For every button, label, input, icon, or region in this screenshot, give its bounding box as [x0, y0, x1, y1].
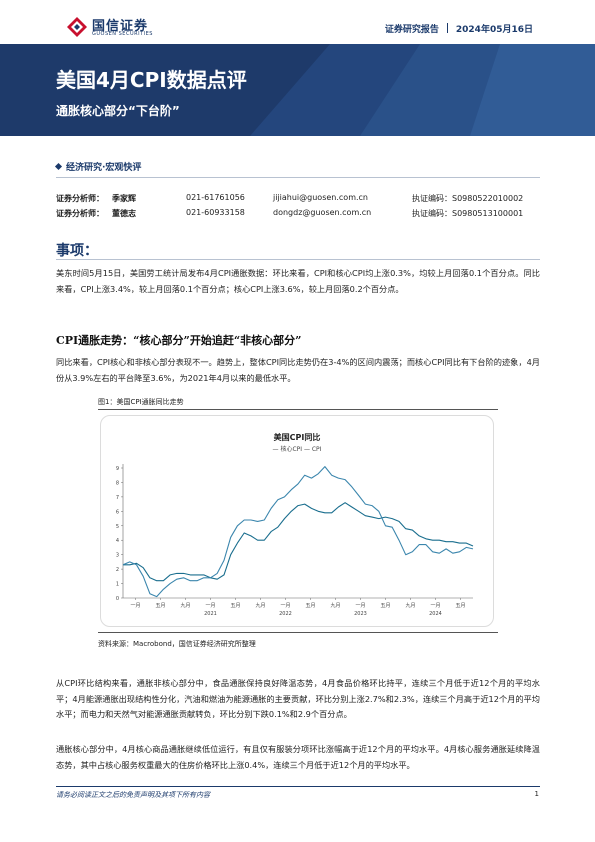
analyst-phone: 021-60933158 [186, 208, 245, 217]
figure-rule-top [98, 409, 498, 410]
cpi-chart: 美国CPI同比 — 核心CPI — CPI 9 8 7 6 5 4 3 2 1 0 一月 五月 九月 一月 五月… [116, 432, 474, 617]
report-date: 2024年05月16日 [455, 25, 533, 35]
y-tick-label: 7 [116, 495, 119, 501]
figure-rule-bottom [98, 632, 498, 633]
events-heading: 事项： [56, 243, 98, 259]
x-year-label: 2021 [204, 611, 217, 617]
analyst-cert: 执证编码：S0980513100001 [412, 209, 524, 218]
y-tick-label: 3 [116, 553, 119, 559]
x-tick-label: 一月 [205, 603, 215, 609]
y-tick-label: 9 [116, 466, 119, 472]
report-type: 证券研究报告 [384, 25, 439, 35]
series-line-core [123, 502, 474, 582]
analyst-name: 季家辉 [112, 194, 136, 203]
x-tick-label: 五月 [455, 603, 465, 609]
header-separator [446, 23, 448, 33]
y-tick-label: 6 [116, 509, 119, 515]
analysis-paragraph-2: 通胀核心部分中，4月核心商品通胀继续低位运行，有且仅有服装分项环比涨幅高于近12… [56, 744, 540, 770]
y-tick-label: 4 [116, 538, 119, 544]
logo-text-en: GUOSEN SECURITIES [92, 31, 153, 37]
report-title: 美国4月CPI数据点评 [56, 68, 247, 92]
analysis-paragraph-1: 从CPI环比结构来看，通胀非核心部分中，食品通胀保持良好降温态势，4月食品价格环… [56, 678, 540, 719]
analyst-cert: 执证编码：S0980522010002 [412, 194, 524, 203]
analyst-label: 证券分析师： [56, 209, 104, 218]
analyst-label: 证券分析师： [56, 194, 104, 203]
y-tick-label: 8 [116, 480, 119, 486]
series-line-cpi [122, 466, 474, 598]
x-tick-label: 一月 [280, 603, 290, 609]
analyst-email[interactable]: dongdz@guosen.com.cn [273, 208, 372, 217]
banner-decoration [250, 44, 595, 136]
diamond-icon [54, 162, 63, 171]
x-tick-label: 五月 [230, 603, 240, 609]
title-banner: 美国4月CPI数据点评 通胀核心部分“下台阶” [0, 44, 595, 136]
events-paragraph: 美东时间5月15日，美国劳工统计局发布4月CPI通胀数据：环比来看，CPI和核心… [56, 268, 540, 294]
logo-icon [67, 17, 87, 37]
x-tick-label: 五月 [380, 603, 390, 609]
divider [56, 177, 540, 178]
chart-frame: 美国CPI同比 — 核心CPI — CPI 9 8 7 6 5 4 3 2 1 0 一月 五月 九月 一月 五月… [100, 415, 494, 627]
x-tick-label: 九月 [255, 602, 265, 609]
x-year-label: 2022 [279, 611, 292, 617]
page-number: 1 [534, 790, 539, 798]
x-tick-label: 一月 [430, 603, 440, 609]
y-tick-label: 1 [116, 582, 119, 588]
chart-title: 美国CPI同比 [274, 432, 321, 442]
company-logo: 国信证券 GUOSEN SECURITIES [66, 14, 176, 40]
figure-source: 资料来源：Macrobond，国信证券经济研究所整理 [98, 640, 256, 648]
x-year-label: 2024 [429, 611, 442, 617]
chart-legend: — 核心CPI — CPI [273, 445, 322, 453]
trend-heading: CPI通胀走势：“核心部分”开始追赶“非核心部分” [56, 334, 302, 347]
analyst-name: 董德志 [112, 209, 136, 218]
footer-rule [56, 786, 540, 787]
trend-paragraph: 同比来看，CPI核心和非核心部分表现不一。趋势上，整体CPI同比走势仍在3-4%… [56, 357, 540, 383]
x-tick-label: 九月 [330, 602, 340, 609]
section-tag: 经济研究·宏观快评 [54, 160, 142, 173]
x-year-label: 2023 [354, 611, 367, 617]
x-tick-label: 五月 [305, 603, 315, 609]
report-meta: 证券研究报告 2024年05月16日 [385, 22, 533, 35]
analyst-row: 证券分析师： 董德志 021-60933158 dongdz@guosen.co… [56, 208, 540, 222]
footer-disclaimer: 请务必阅读正文之后的免责声明及其项下所有内容 [56, 791, 210, 799]
analyst-phone: 021-61761056 [186, 193, 245, 202]
y-tick-label: 0 [116, 596, 119, 602]
logo-text-cn: 国信证券 [92, 19, 149, 34]
figure-caption: 图1：美国CPI通胀同比走势 [98, 398, 184, 406]
x-tick-label: 一月 [355, 603, 365, 609]
analyst-email[interactable]: jijiahui@guosen.com.cn [273, 193, 368, 202]
divider [56, 259, 540, 260]
y-tick-label: 5 [116, 524, 119, 530]
x-tick-label: 五月 [155, 603, 165, 609]
x-tick-label: 九月 [180, 602, 190, 609]
x-tick-label: 九月 [405, 602, 415, 609]
report-subtitle: 通胀核心部分“下台阶” [56, 104, 180, 118]
y-tick-label: 2 [116, 567, 119, 573]
analyst-row: 证券分析师： 季家辉 021-61761056 jijiahui@guosen.… [56, 193, 540, 207]
section-tag-label: 经济研究·宏观快评 [66, 163, 142, 173]
x-tick-label: 一月 [130, 603, 140, 609]
